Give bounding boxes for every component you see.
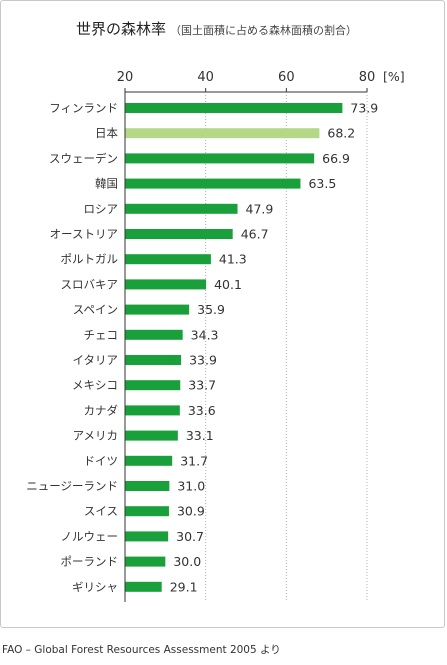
category-label: スウェーデン [49,151,118,165]
bar [125,103,343,113]
category-label: スペイン [73,303,118,317]
chart-subtitle: （国土面積に占める森林面積の割合） [170,24,358,37]
category-label: 韓国 [95,177,118,191]
category-label: ノルウェー [61,529,119,543]
x-tick-label: 60 [278,70,295,85]
value-label: 35.9 [197,302,225,317]
bar [125,531,169,542]
bar [125,203,238,214]
bar [125,380,181,391]
value-label: 63.5 [308,176,336,191]
bar [125,304,190,315]
category-label: ポーランド [61,555,119,569]
category-label: ロシア [84,202,119,216]
category-label: カナダ [84,403,119,417]
bar [125,178,301,189]
category-label: チェコ [84,328,119,342]
category-label: オーストリア [50,227,118,241]
value-label: 30.0 [173,554,201,569]
value-label: 29.1 [170,579,198,594]
value-label: 66.9 [322,151,350,166]
value-label: 33.9 [189,353,217,368]
bar [125,430,178,441]
x-axis-unit: [%] [383,69,405,84]
category-label: メキシコ [72,378,118,392]
value-label: 30.9 [177,504,205,519]
x-tick-label: 40 [197,70,214,85]
value-label: 40.1 [214,277,242,292]
bar [125,481,170,491]
value-label: 34.3 [191,327,219,342]
chart-title: 世界の森林率 [76,20,167,38]
bar [125,556,166,567]
value-label: 41.3 [219,252,247,267]
category-label: ギリシャ [72,580,118,594]
x-tick-label: 80 [359,70,376,85]
category-label: 日本 [95,126,118,140]
bar [125,153,315,164]
bar [125,455,173,466]
bar [125,229,233,239]
bar [125,355,182,365]
category-label: スロバキア [61,277,119,291]
value-label: 31.7 [180,453,208,468]
category-label: ポルトガル [61,252,119,266]
value-label: 47.9 [246,201,274,216]
bar [125,128,320,139]
value-label: 30.7 [176,529,204,544]
source-note: FAO – Global Forest Resources Assessment… [2,644,281,656]
category-label: アメリカ [73,429,118,443]
value-label: 68.2 [327,126,355,141]
bar [125,254,211,265]
bar [125,329,183,340]
category-label: イタリア [72,353,118,367]
category-label: フィンランド [49,101,118,115]
bar [125,506,169,517]
value-label: 33.1 [186,428,214,443]
value-label: 31.0 [177,479,205,494]
x-tick-label: 20 [117,70,134,85]
category-label: スイス [84,504,118,518]
value-label: 73.9 [350,101,378,116]
category-label: ドイツ [84,454,119,468]
bar-chart: 20 40 60 80 [%] フィンランド 73.9 日本 68.2 スウェーデン 66.9 韓国 6… [26,69,405,602]
chart-title-block: 世界の森林率 （国土面積に占める森林面積の割合） [76,18,357,39]
value-label: 33.7 [188,378,216,393]
bar [125,405,180,416]
bar [125,279,207,290]
category-label: ニュージーランド [26,479,118,493]
value-label: 33.6 [188,403,216,418]
bar [125,581,162,592]
value-label: 46.7 [241,227,269,242]
